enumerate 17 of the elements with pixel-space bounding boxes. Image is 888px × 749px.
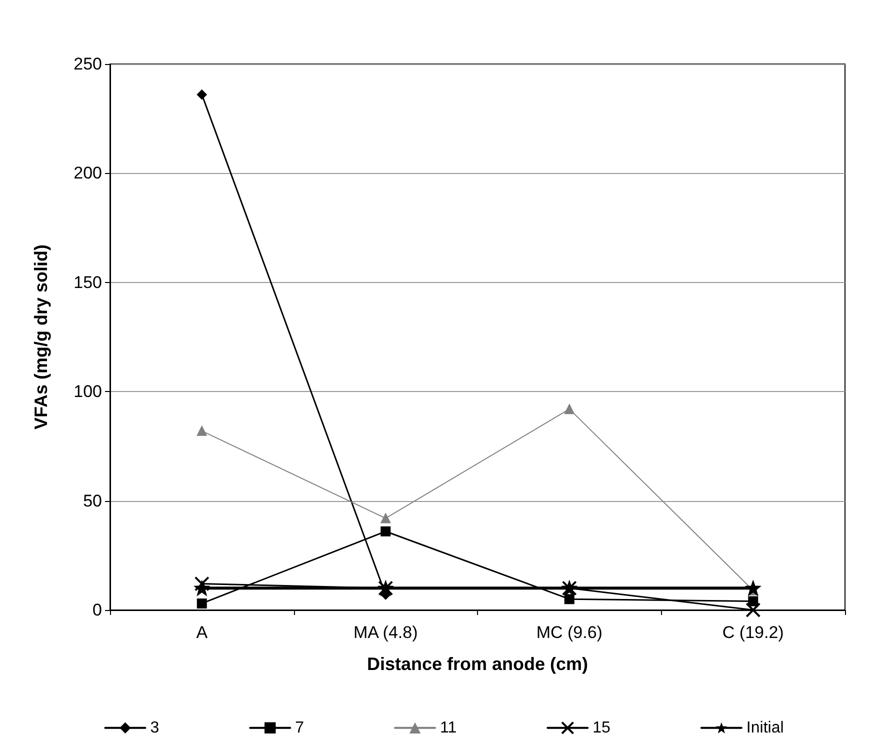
x-axis-title: Distance from anode (cm) [366, 654, 588, 674]
x-tick-label: MC (9.6) [536, 623, 602, 642]
x-tick-label: C (19.2) [722, 623, 784, 642]
legend-label: Initial [746, 719, 784, 736]
y-axis-title: VFAs (mg/g dry solid) [31, 244, 51, 430]
legend-label: 7 [295, 719, 304, 736]
legend-label: 15 [592, 719, 611, 736]
y-tick-label: 100 [74, 382, 102, 402]
y-tick-label: 200 [74, 164, 102, 183]
y-tick-label: 0 [92, 600, 102, 620]
legend-label: 11 [440, 719, 457, 736]
x-tick-label: A [196, 623, 208, 642]
y-tick-label: 250 [74, 54, 102, 74]
y-tick-label: 150 [74, 272, 102, 292]
legend-label: 3 [150, 719, 160, 736]
y-tick-label: 50 [83, 491, 102, 510]
x-tick-label: MA (4.8) [354, 623, 418, 642]
